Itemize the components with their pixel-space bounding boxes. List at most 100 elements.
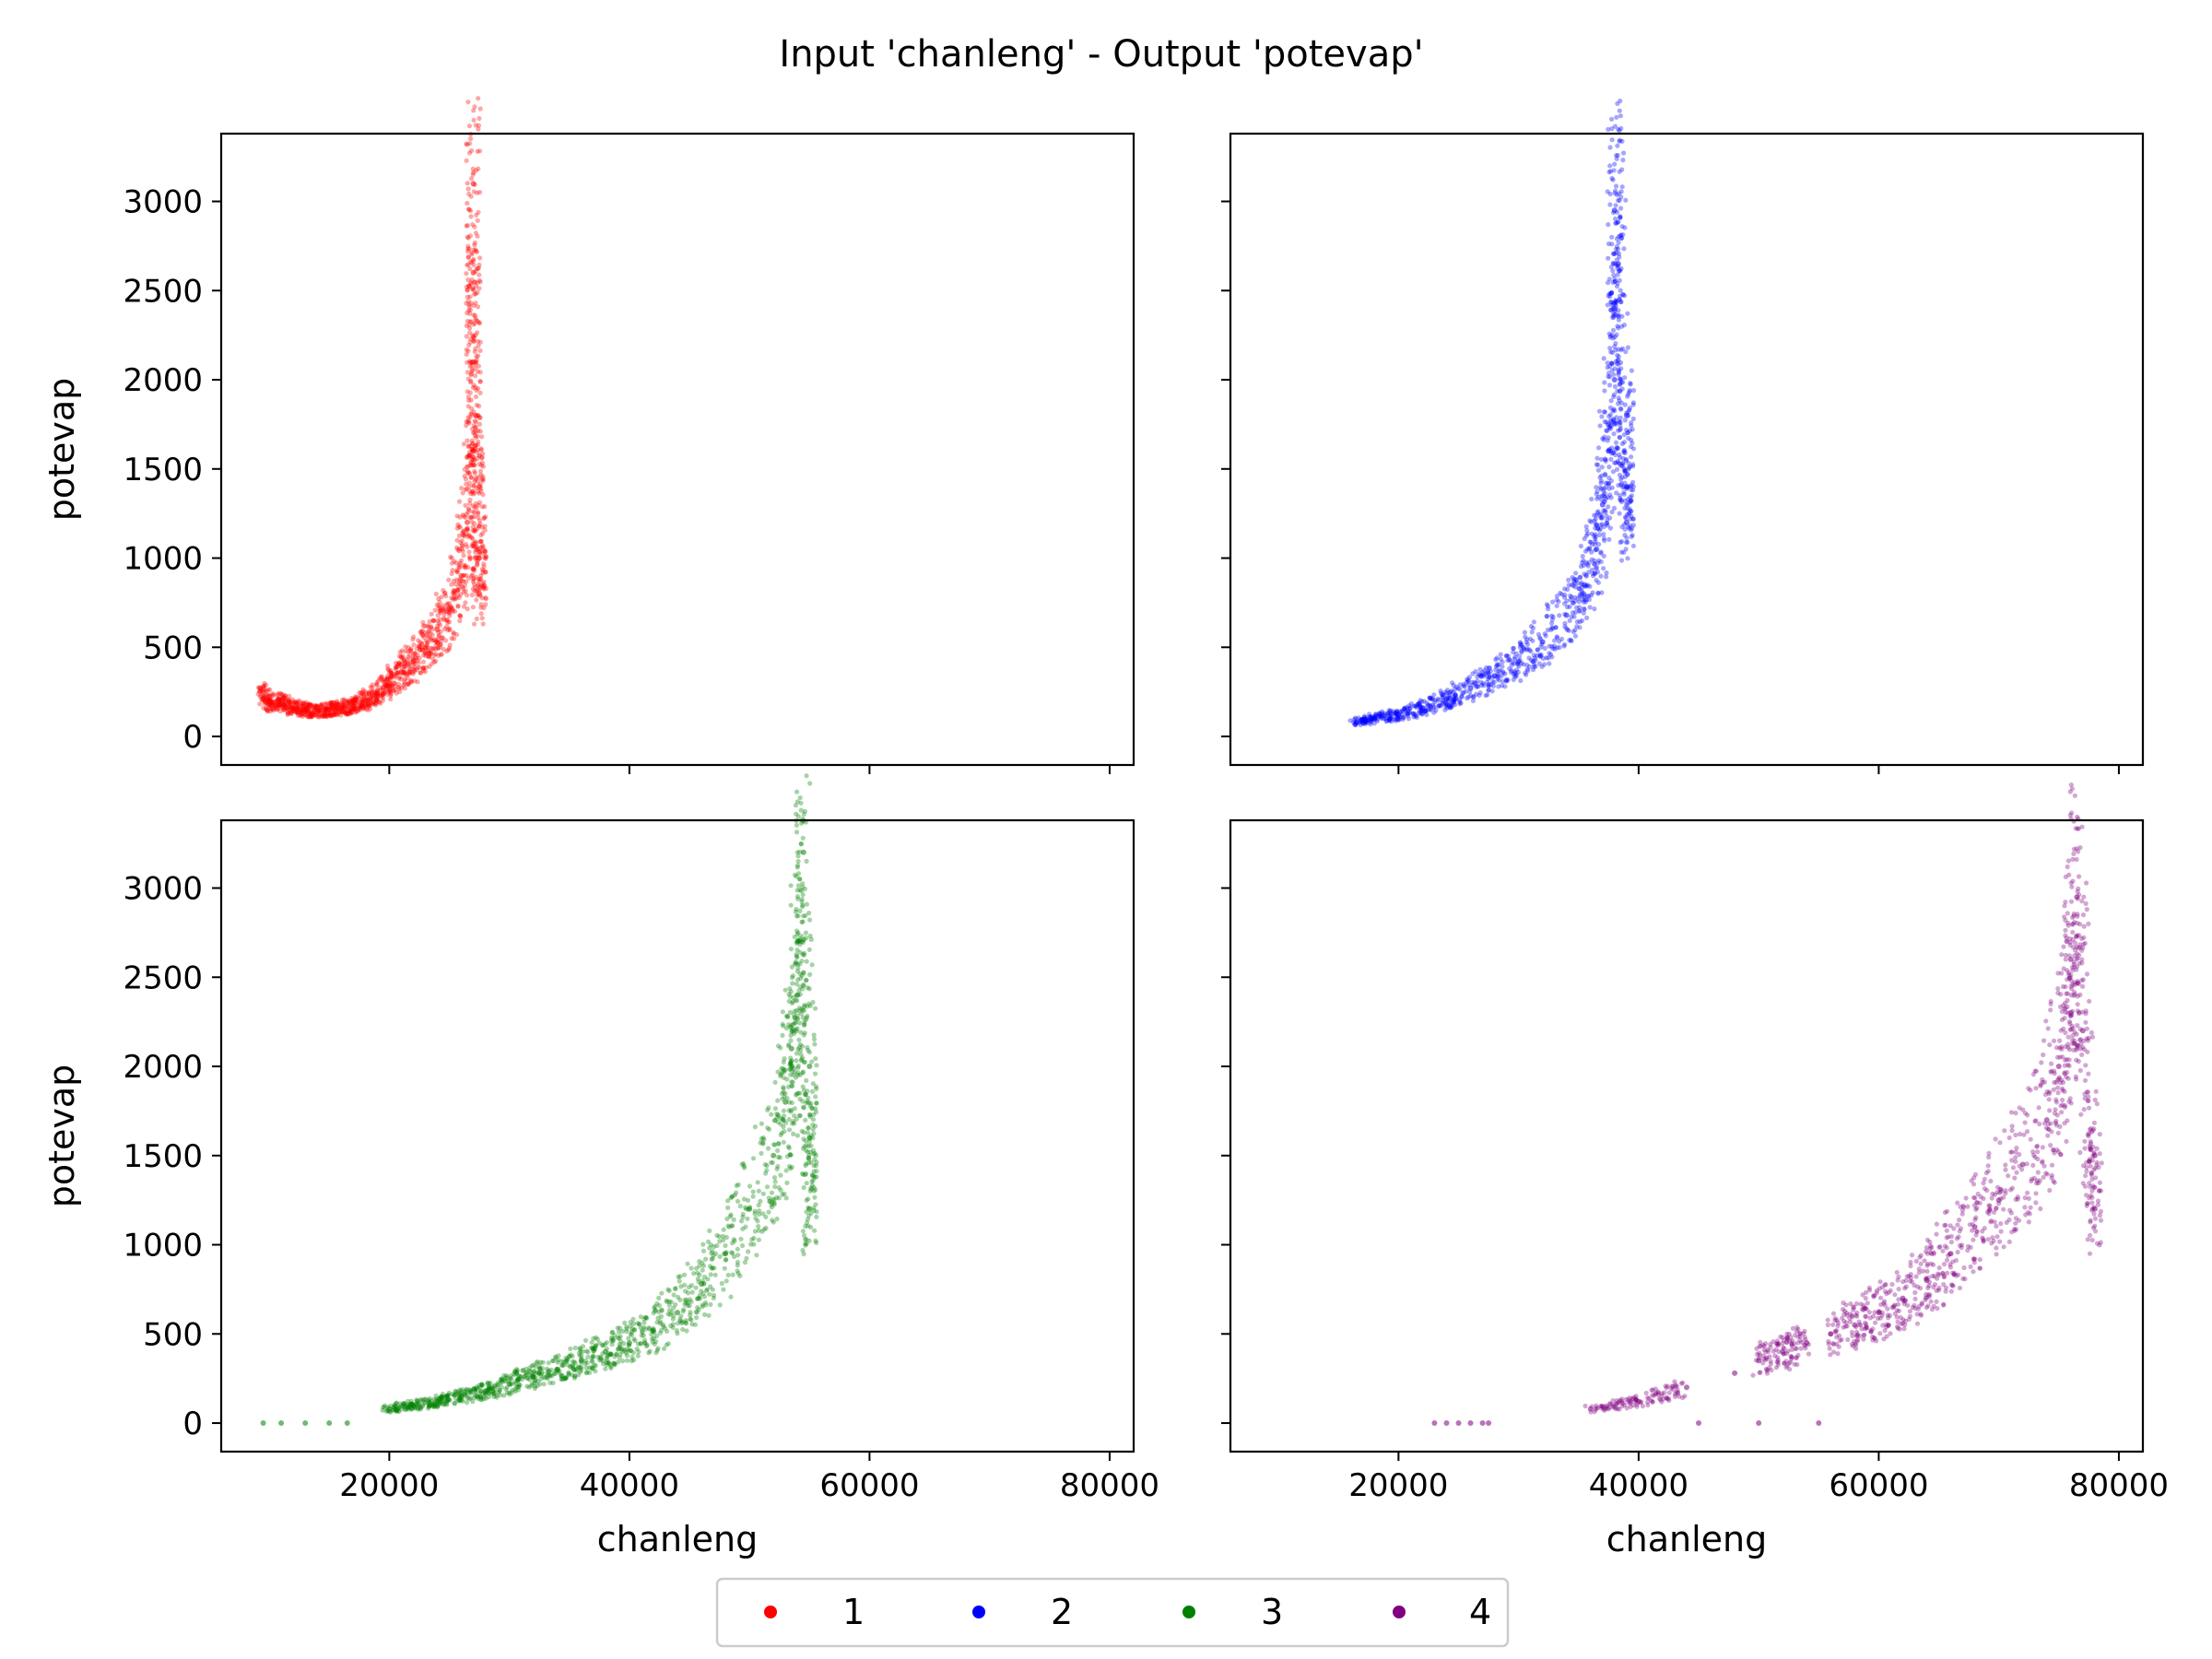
scatter-point: [708, 1242, 714, 1248]
scatter-point: [441, 646, 446, 653]
scatter-point: [307, 711, 312, 716]
scatter-point: [703, 1256, 709, 1262]
scatter-point: [1612, 408, 1618, 414]
scatter-point: [389, 671, 394, 677]
scatter-point: [478, 1394, 484, 1400]
scatter-point: [394, 663, 400, 668]
scatter-point: [419, 632, 426, 638]
y-tick-label: 0: [182, 719, 203, 756]
scatter-point: [470, 605, 476, 610]
scatter-point: [1625, 394, 1630, 399]
scatter-point: [797, 949, 803, 955]
scatter-point: [1956, 1234, 1961, 1240]
scatter-point: [552, 1371, 558, 1376]
scatter-point: [1889, 1281, 1895, 1288]
scatter-point: [806, 911, 812, 916]
scatter-point: [399, 685, 405, 690]
scatter-point: [325, 701, 331, 707]
scatter-point: [340, 703, 347, 709]
scatter-point: [1788, 1335, 1794, 1340]
scatter-point: [1998, 1229, 2004, 1234]
scatter-point: [295, 700, 300, 706]
scatter-point: [808, 936, 814, 943]
scatter-point: [1944, 1257, 1950, 1263]
scatter-point: [310, 711, 315, 716]
scatter-point: [813, 1202, 818, 1207]
scatter-point: [287, 700, 292, 707]
scatter-point: [1611, 168, 1617, 173]
scatter-point: [259, 688, 265, 694]
scatter-point: [378, 692, 383, 698]
scatter-point: [1797, 1331, 1803, 1336]
scatter-point: [1848, 1312, 1853, 1317]
scatter-point: [465, 294, 470, 300]
scatter-point: [1559, 592, 1565, 597]
scatter-point: [1386, 718, 1392, 724]
scatter-point: [424, 651, 429, 656]
scatter-point: [1618, 539, 1623, 546]
scatter-point: [539, 1371, 545, 1377]
scatter-point: [257, 688, 263, 694]
scatter-point: [772, 1183, 778, 1190]
scatter-point: [1457, 699, 1463, 704]
scatter-point: [1431, 1420, 1438, 1426]
scatter-point: [362, 698, 369, 704]
scatter-point: [539, 1366, 546, 1371]
scatter-point: [1942, 1209, 1948, 1216]
scatter-point: [1570, 600, 1575, 606]
scatter-point: [418, 647, 423, 653]
scatter-point: [1478, 674, 1484, 680]
scatter-point: [1478, 679, 1484, 685]
scatter-point: [1795, 1352, 1801, 1359]
scatter-point: [363, 689, 369, 695]
scatter-point: [483, 595, 488, 601]
scatter-point: [1612, 383, 1618, 390]
scatter-point: [331, 700, 336, 705]
scatter-point: [366, 692, 371, 698]
scatter-point: [347, 710, 353, 715]
scatter-point: [794, 998, 800, 1004]
scatter-point: [1548, 613, 1555, 618]
scatter-point: [770, 1218, 775, 1223]
scatter-point: [1613, 347, 1618, 353]
scatter-point: [1627, 387, 1632, 394]
scatter-point: [724, 1278, 729, 1284]
scatter-point: [365, 700, 371, 705]
scatter-point: [261, 698, 266, 703]
scatter-point: [276, 702, 282, 708]
scatter-point: [786, 1041, 792, 1047]
scatter-point: [300, 700, 306, 706]
scatter-point: [1980, 1229, 1985, 1234]
y-tick-label: 2500: [123, 959, 203, 996]
x-tick-label: 80000: [1060, 1467, 1159, 1504]
scatter-point: [796, 1037, 802, 1042]
scatter-point: [346, 698, 351, 703]
scatter-point: [466, 575, 472, 581]
scatter-point: [1957, 1242, 1963, 1248]
scatter-point: [1758, 1339, 1763, 1345]
scatter-point: [261, 686, 266, 691]
scatter-point: [1606, 373, 1611, 380]
scatter-point: [399, 654, 405, 661]
scatter-point: [1606, 481, 1612, 487]
scatter-point: [370, 688, 375, 694]
scatter-point: [256, 685, 262, 691]
scatter-point: [295, 704, 300, 710]
scatter-point: [585, 1349, 591, 1355]
scatter-point: [348, 710, 354, 716]
scatter-point: [261, 684, 266, 689]
scatter-point: [1849, 1329, 1854, 1335]
scatter-point: [1620, 485, 1626, 490]
scatter-point: [1549, 625, 1555, 630]
scatter-point: [457, 613, 463, 618]
scatter-point: [805, 985, 810, 991]
scatter-point: [361, 705, 367, 711]
scatter-point: [1629, 454, 1634, 460]
scatter-point: [307, 712, 312, 718]
scatter-point: [700, 1241, 706, 1247]
scatter-point: [445, 1393, 451, 1398]
scatter-point: [1449, 703, 1454, 709]
scatter-point: [1594, 491, 1599, 497]
scatter-point: [259, 697, 265, 703]
scatter-point: [474, 597, 479, 603]
